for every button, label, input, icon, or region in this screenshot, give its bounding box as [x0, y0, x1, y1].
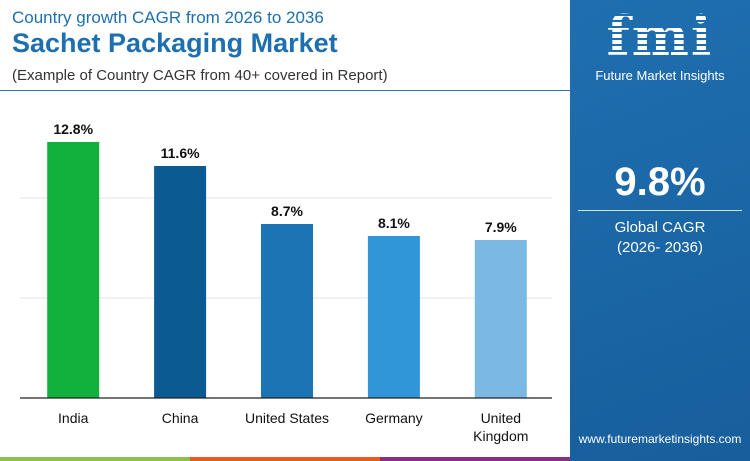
bar	[47, 142, 100, 398]
data-label: 7.9%	[485, 219, 517, 235]
chart-title: Sachet Packaging Market	[12, 28, 338, 58]
divider	[578, 210, 742, 211]
footer-strip-purple	[380, 457, 570, 461]
data-label: 11.6%	[161, 145, 200, 161]
bar	[261, 224, 313, 398]
brand-name: Future Market Insights	[595, 68, 725, 83]
bar	[367, 236, 420, 398]
footer-strip-orange	[190, 457, 380, 461]
bar	[154, 166, 207, 398]
sidebar-panel: fmi Future Market Insights 9.8% Global C…	[570, 0, 750, 461]
data-label: 8.1%	[378, 215, 410, 231]
x-tick-label: Germany	[365, 410, 423, 426]
x-tick-label: United Kingdom	[473, 410, 528, 444]
header-divider	[0, 90, 570, 91]
data-label: 12.8%	[53, 121, 93, 137]
data-label: 8.7%	[271, 203, 303, 219]
x-tick-label: China	[162, 410, 199, 426]
bar	[474, 240, 527, 398]
global-cagr-label: Global CAGR	[614, 219, 706, 236]
global-cagr-period: (2026- 2036)	[617, 239, 703, 256]
x-tick-label: India	[58, 410, 89, 426]
chart-note: (Example of Country CAGR from 40+ covere…	[12, 67, 388, 84]
x-tick-label: United States	[245, 410, 329, 426]
chart-area: Country growth CAGR from 2026 to 2036 Sa…	[0, 8, 570, 444]
website-url[interactable]: www.futuremarketinsights.com	[578, 432, 742, 446]
bar-chart: 12.8% India 11.6% China 8.7% United States 8.1…	[20, 121, 552, 444]
chart-subtitle: Country growth CAGR from 2026 to 2036	[12, 8, 324, 27]
footer-strip-green	[0, 457, 190, 461]
fmi-logo: fmi	[570, 4, 750, 68]
global-cagr-value: 9.8%	[614, 160, 706, 204]
